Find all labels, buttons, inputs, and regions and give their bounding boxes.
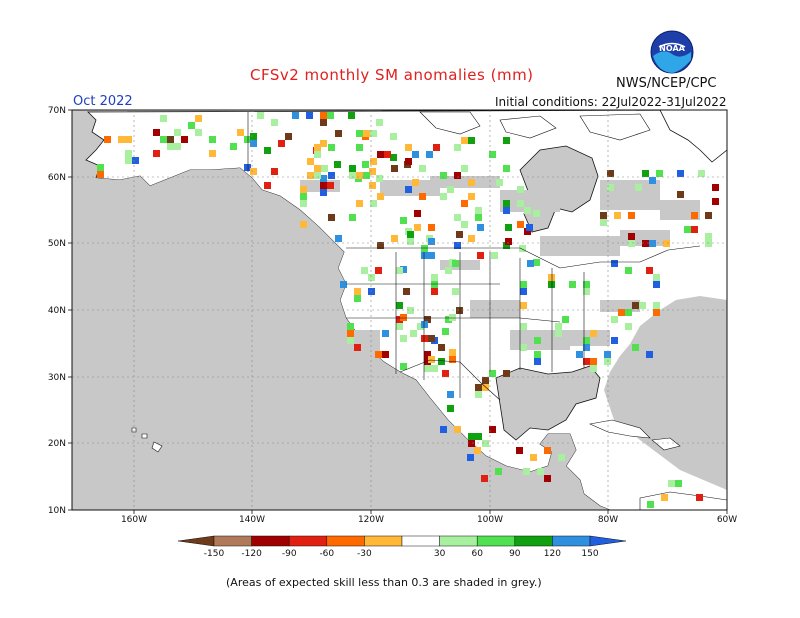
- skill-footnote: (Areas of expected skill less than 0.3 a…: [226, 576, 542, 589]
- colorbar-label: -90: [282, 549, 297, 559]
- lon-label: 60W: [717, 515, 737, 525]
- colorbar-swatch: [288, 535, 328, 547]
- colorbar-label: 120: [544, 549, 561, 559]
- lat-label: 50N: [48, 239, 66, 249]
- colorbar-arrow-left: [177, 535, 215, 547]
- arctic-islands: [419, 111, 651, 141]
- forecast-month: Oct 2022: [73, 94, 133, 109]
- colorbar: -150 -120 -90 -60 -30 30 60 90 120 150: [177, 535, 627, 559]
- svg-text:NOAA: NOAA: [659, 44, 685, 53]
- longitude-labels: 160W 140W 120W 100W 80W 60W: [121, 510, 737, 525]
- lat-label: 40N: [48, 306, 66, 316]
- colorbar-label: -150: [204, 549, 225, 559]
- colorbar-swatch: [476, 535, 516, 547]
- hawaii: [131, 427, 163, 453]
- lat-label: 10N: [48, 506, 66, 516]
- graticule: [72, 110, 727, 510]
- lat-label: 70N: [48, 106, 66, 116]
- lat-label: 20N: [48, 439, 66, 449]
- lon-label: 140W: [239, 515, 265, 525]
- colorbar-swatch: [401, 535, 440, 547]
- greenland: [659, 110, 727, 163]
- lon-label: 80W: [598, 515, 618, 525]
- colorbar-label: 90: [509, 549, 521, 559]
- colorbar-swatch: [251, 535, 290, 547]
- colorbar-swatch: [326, 535, 365, 547]
- colorbar-label: -120: [241, 549, 262, 559]
- colorbar-arrow-right: [589, 535, 627, 547]
- colorbar-swatch: [514, 535, 553, 547]
- anomaly-cells: [97, 112, 719, 508]
- colorbar-label: 60: [471, 549, 483, 559]
- pacific-ocean: [72, 168, 610, 510]
- map-title: CFSv2 monthly SM anomalies (mm): [250, 66, 534, 84]
- colorbar-label: 150: [581, 549, 598, 559]
- lon-label: 160W: [121, 515, 147, 525]
- colorbar-label: -60: [319, 549, 334, 559]
- hispaniola: [651, 437, 681, 451]
- colorbar-swatch: [213, 535, 252, 547]
- agency-label: NWS/NCEP/CPC: [616, 76, 717, 91]
- colorbar-swatch: [439, 535, 478, 547]
- lon-label: 120W: [358, 515, 384, 525]
- lat-label: 30N: [48, 373, 66, 383]
- lat-label: 60N: [48, 173, 66, 183]
- initial-conditions: Initial conditions: 22Jul2022-31Jul2022: [495, 95, 727, 109]
- colorbar-swatch: [364, 535, 403, 547]
- political-borders: [247, 112, 701, 401]
- colorbar-label: -30: [357, 549, 372, 559]
- noaa-logo: NOAA: [650, 30, 694, 74]
- colorbar-swatch: [552, 535, 591, 547]
- colorbar-label: 30: [434, 549, 446, 559]
- latitude-labels: 70N 60N 50N 40N 30N 20N 10N: [48, 106, 72, 516]
- lon-label: 100W: [477, 515, 503, 525]
